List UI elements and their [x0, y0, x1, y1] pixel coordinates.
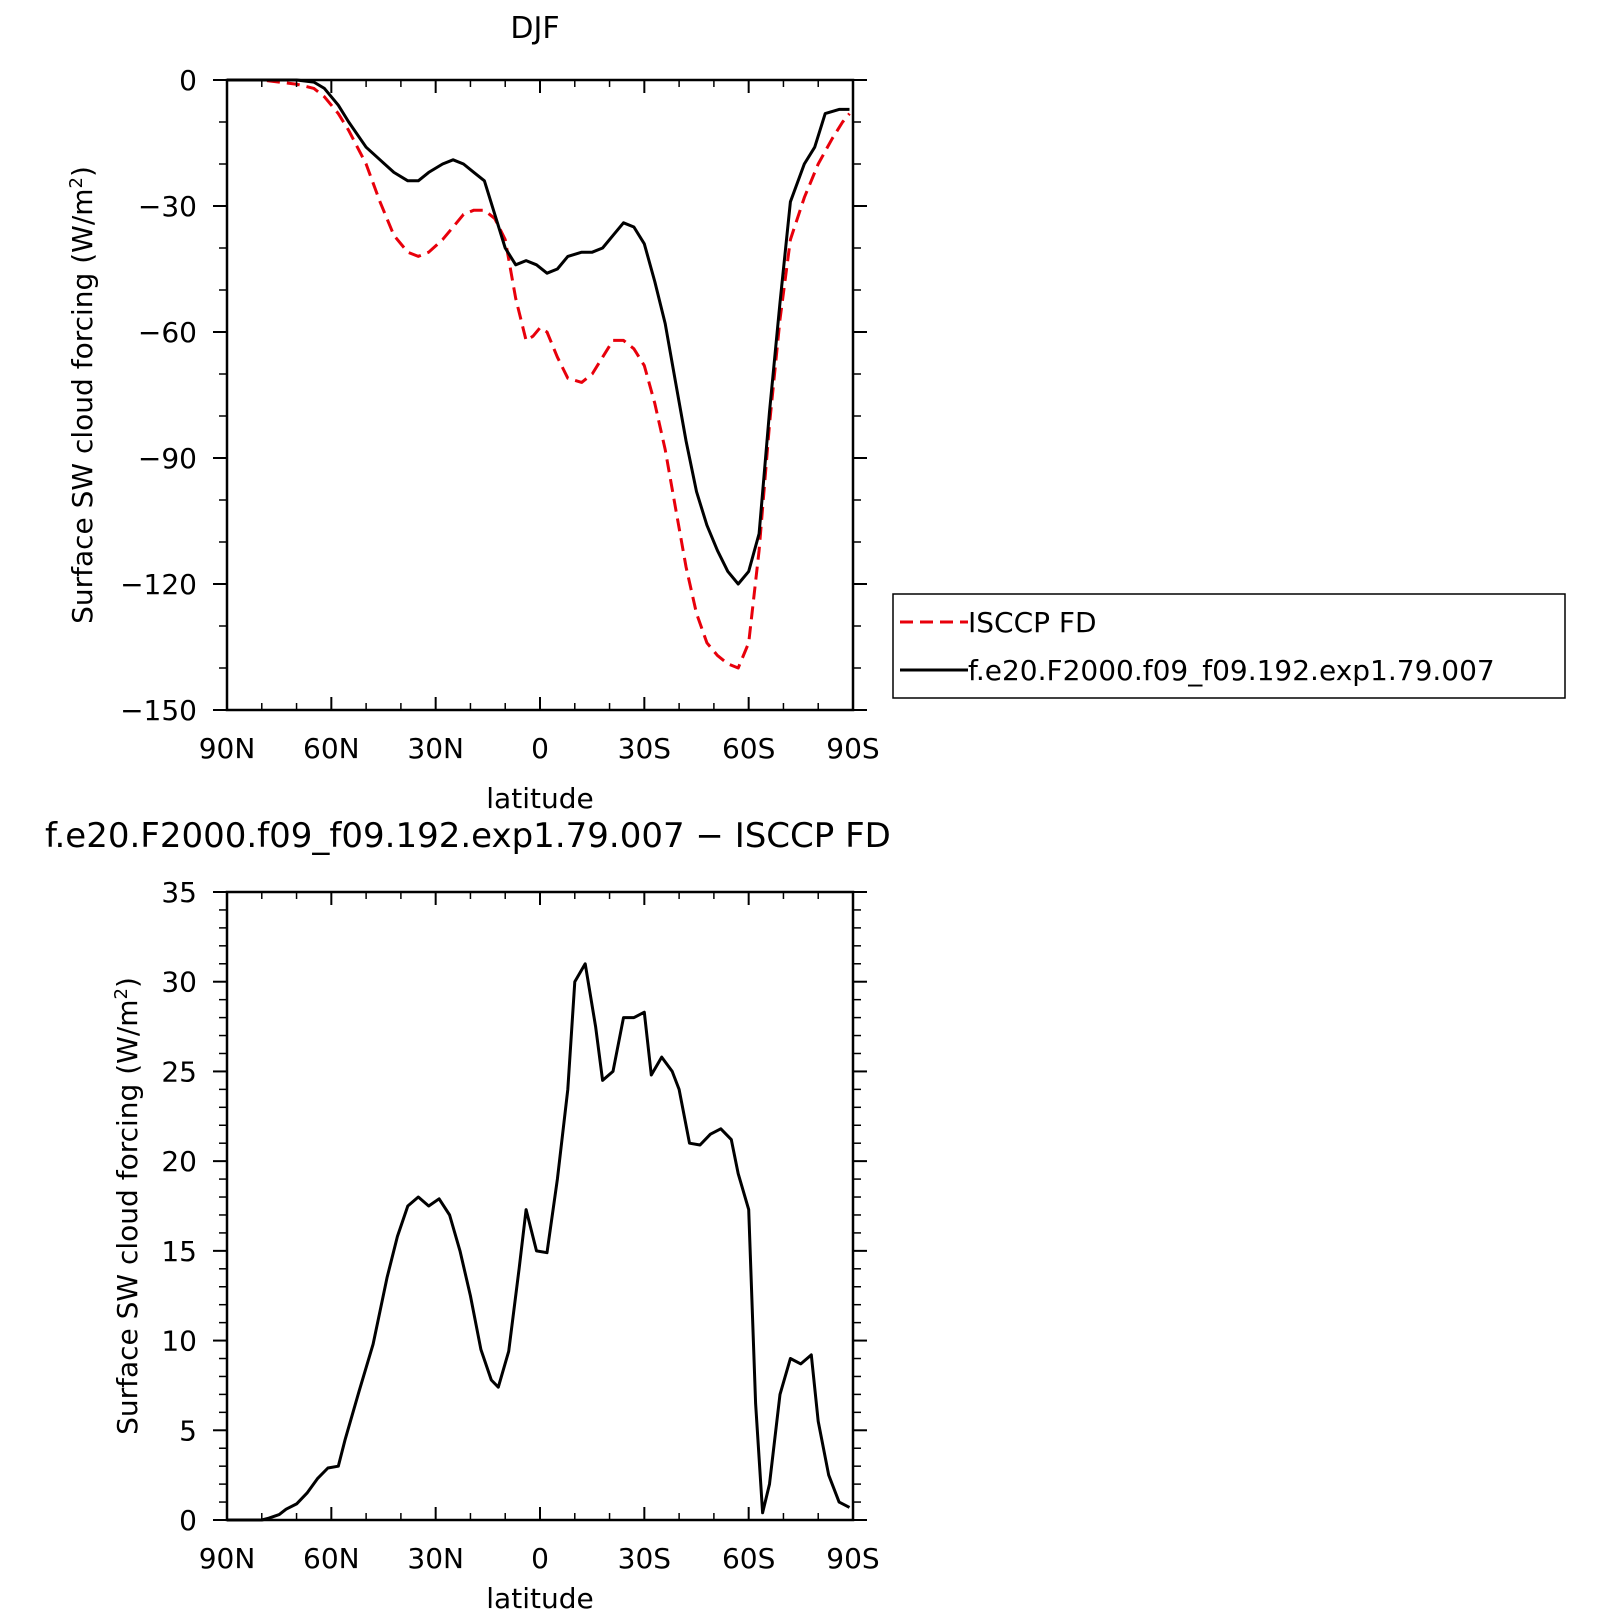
bottom-x-tick-label: 30N	[407, 1542, 464, 1575]
top-y-tick-label: −30	[138, 190, 197, 223]
top-axis-ticks: 90N 60N 30N 0 30S 60S 90S 0 −30 −60 −90 −120 −150	[120, 64, 880, 765]
top-x-tick-label: 30S	[618, 732, 671, 765]
bottom-y-tick-label: 25	[161, 1055, 197, 1088]
top-y-tick-label: −90	[138, 442, 197, 475]
bottom-series-layer	[227, 962, 851, 1522]
bottom-x-tick-label: 0	[531, 1542, 549, 1575]
bottom-y-tick-label: 5	[179, 1414, 197, 1447]
legend: ISCCP FD f.e20.F2000.f09_f09.192.exp1.79…	[892, 593, 1566, 699]
bottom-chart-title: f.e20.F2000.f09_f09.192.exp1.79.007 − IS…	[45, 816, 891, 856]
bottom-y-tick-label: 20	[161, 1145, 197, 1178]
bottom-y-tick-label: 15	[161, 1235, 197, 1268]
bottom-y-tick-label: 35	[161, 876, 197, 909]
top-x-axis-label: latitude	[486, 782, 593, 815]
top-y-tick-label: −150	[120, 694, 197, 727]
top-x-tick-label: 60N	[303, 732, 360, 765]
top-y-axis-label: Surface SW cloud forcing (W/m2)	[66, 166, 100, 624]
bottom-x-tick-label: 90N	[199, 1542, 256, 1575]
bottom-x-tick-label: 90S	[826, 1542, 879, 1575]
bottom-series-line-difference	[227, 962, 851, 1522]
bottom-x-axis-label: latitude	[486, 1582, 593, 1613]
top-chart-title: DJF	[510, 11, 559, 46]
top-x-tick-label: 0	[531, 732, 549, 765]
bottom-y-tick-label: 10	[161, 1325, 197, 1358]
bottom-x-tick-label: 60S	[722, 1542, 775, 1575]
legend-label-isccp: ISCCP FD	[968, 606, 1097, 639]
bottom-plot-frame	[225, 890, 855, 1522]
top-series-line-isccp	[227, 78, 851, 670]
top-series-line-model	[227, 78, 850, 586]
top-x-tick-label: 90N	[199, 732, 256, 765]
top-series-layer	[227, 78, 851, 670]
top-y-tick-label: −120	[120, 568, 197, 601]
top-y-tick-label: 0	[179, 64, 197, 97]
legend-label-model: f.e20.F2000.f09_f09.192.exp1.79.007	[968, 654, 1495, 687]
bottom-x-tick-label: 60N	[303, 1542, 360, 1575]
bottom-x-tick-label: 30S	[618, 1542, 671, 1575]
bottom-axis-ticks: 90N 60N 30N 0 30S 60S 90S 0 5 10 15 20 25 30 35	[161, 876, 879, 1575]
bottom-y-axis-label: Surface SW cloud forcing (W/m2)	[111, 977, 145, 1435]
top-x-tick-label: 60S	[722, 732, 775, 765]
top-y-tick-label: −60	[138, 316, 197, 349]
bottom-chart-panel: f.e20.F2000.f09_f09.192.exp1.79.007 − IS…	[45, 816, 891, 1613]
bottom-y-tick-label: 30	[161, 966, 197, 999]
legend-box	[892, 593, 1566, 699]
top-plot-frame	[225, 78, 855, 712]
top-x-tick-label: 90S	[826, 732, 879, 765]
top-x-tick-label: 30N	[407, 732, 464, 765]
top-chart-panel: DJF 90N 60N 30N 0 30S 60S 90S 0 −30 −60 −90 −120 −15…	[66, 11, 1566, 815]
bottom-y-tick-label: 0	[179, 1504, 197, 1537]
